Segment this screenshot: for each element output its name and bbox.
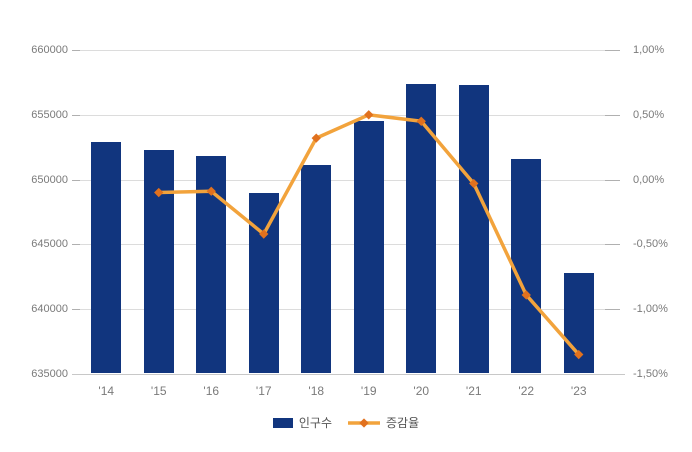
legend-label: 인구수 (298, 416, 332, 430)
legend-item-population: 인구수 (272, 414, 332, 431)
gridline (80, 244, 605, 246)
left-axis-label: 645000 (31, 238, 68, 251)
change-rate-marker (206, 186, 216, 196)
left-axis-tick (72, 309, 80, 311)
left-axis-label: 660000 (31, 44, 68, 56)
x-axis-label: '16 (203, 384, 220, 398)
right-axis-label: 0,00% (633, 173, 665, 186)
right-axis-label: 0,50% (633, 108, 665, 121)
x-axis-label: '21 (465, 384, 482, 398)
population-bar (91, 142, 122, 373)
population-bar (511, 158, 542, 373)
left-axis-label: 640000 (31, 303, 68, 316)
x-axis-label: '20 (413, 384, 430, 398)
x-axis-label: '22 (518, 384, 535, 398)
change-rate-marker (574, 349, 584, 360)
gridline (80, 309, 605, 311)
right-axis-tick (605, 244, 620, 246)
right-axis-label: 1,00% (633, 44, 665, 56)
population-bar (353, 121, 384, 373)
change-rate-marker (311, 133, 321, 143)
left-axis-label: 635000 (31, 368, 68, 380)
x-axis-label: '17 (255, 384, 272, 398)
gridline (80, 50, 605, 51)
gridline (80, 179, 605, 181)
left-axis-tick (72, 50, 80, 51)
population-bar (248, 192, 279, 373)
x-axis-label: '19 (360, 384, 377, 398)
left-axis-tick (72, 244, 80, 246)
x-axis-label: '18 (308, 384, 325, 398)
right-axis-label: -1,50% (633, 368, 668, 380)
left-axis-tick (72, 114, 80, 116)
change-rate-marker (521, 290, 531, 300)
right-axis-label: -0,50% (633, 238, 668, 251)
legend-item-change-rate: 증감율 (348, 414, 419, 431)
chart-legend: 인구수 증감율 (0, 414, 692, 431)
left-axis-tick (72, 179, 80, 181)
change-rate-marker (154, 187, 164, 198)
x-axis-label: '14 (98, 384, 115, 398)
change-rate-marker (364, 110, 374, 120)
population-bar (458, 84, 489, 373)
population-bar (143, 149, 174, 373)
bar-swatch-icon (272, 417, 293, 428)
change-rate-marker (259, 229, 269, 239)
population-bar (301, 165, 332, 373)
right-axis-tick (605, 179, 620, 181)
change-rate-marker (469, 178, 479, 189)
x-axis-label: '15 (150, 384, 167, 398)
right-axis-tick (605, 114, 620, 116)
right-axis-tick (605, 309, 620, 311)
line-marker-swatch-icon (348, 417, 380, 429)
left-axis-label: 655000 (31, 108, 68, 121)
legend-label: 증감율 (386, 416, 420, 430)
right-axis-label: -1,00% (633, 303, 668, 316)
gridline (80, 114, 605, 116)
x-axis-line (72, 374, 625, 375)
x-axis-label: '23 (570, 384, 587, 398)
left-axis-label: 650000 (31, 173, 68, 186)
right-axis-tick (605, 50, 620, 51)
